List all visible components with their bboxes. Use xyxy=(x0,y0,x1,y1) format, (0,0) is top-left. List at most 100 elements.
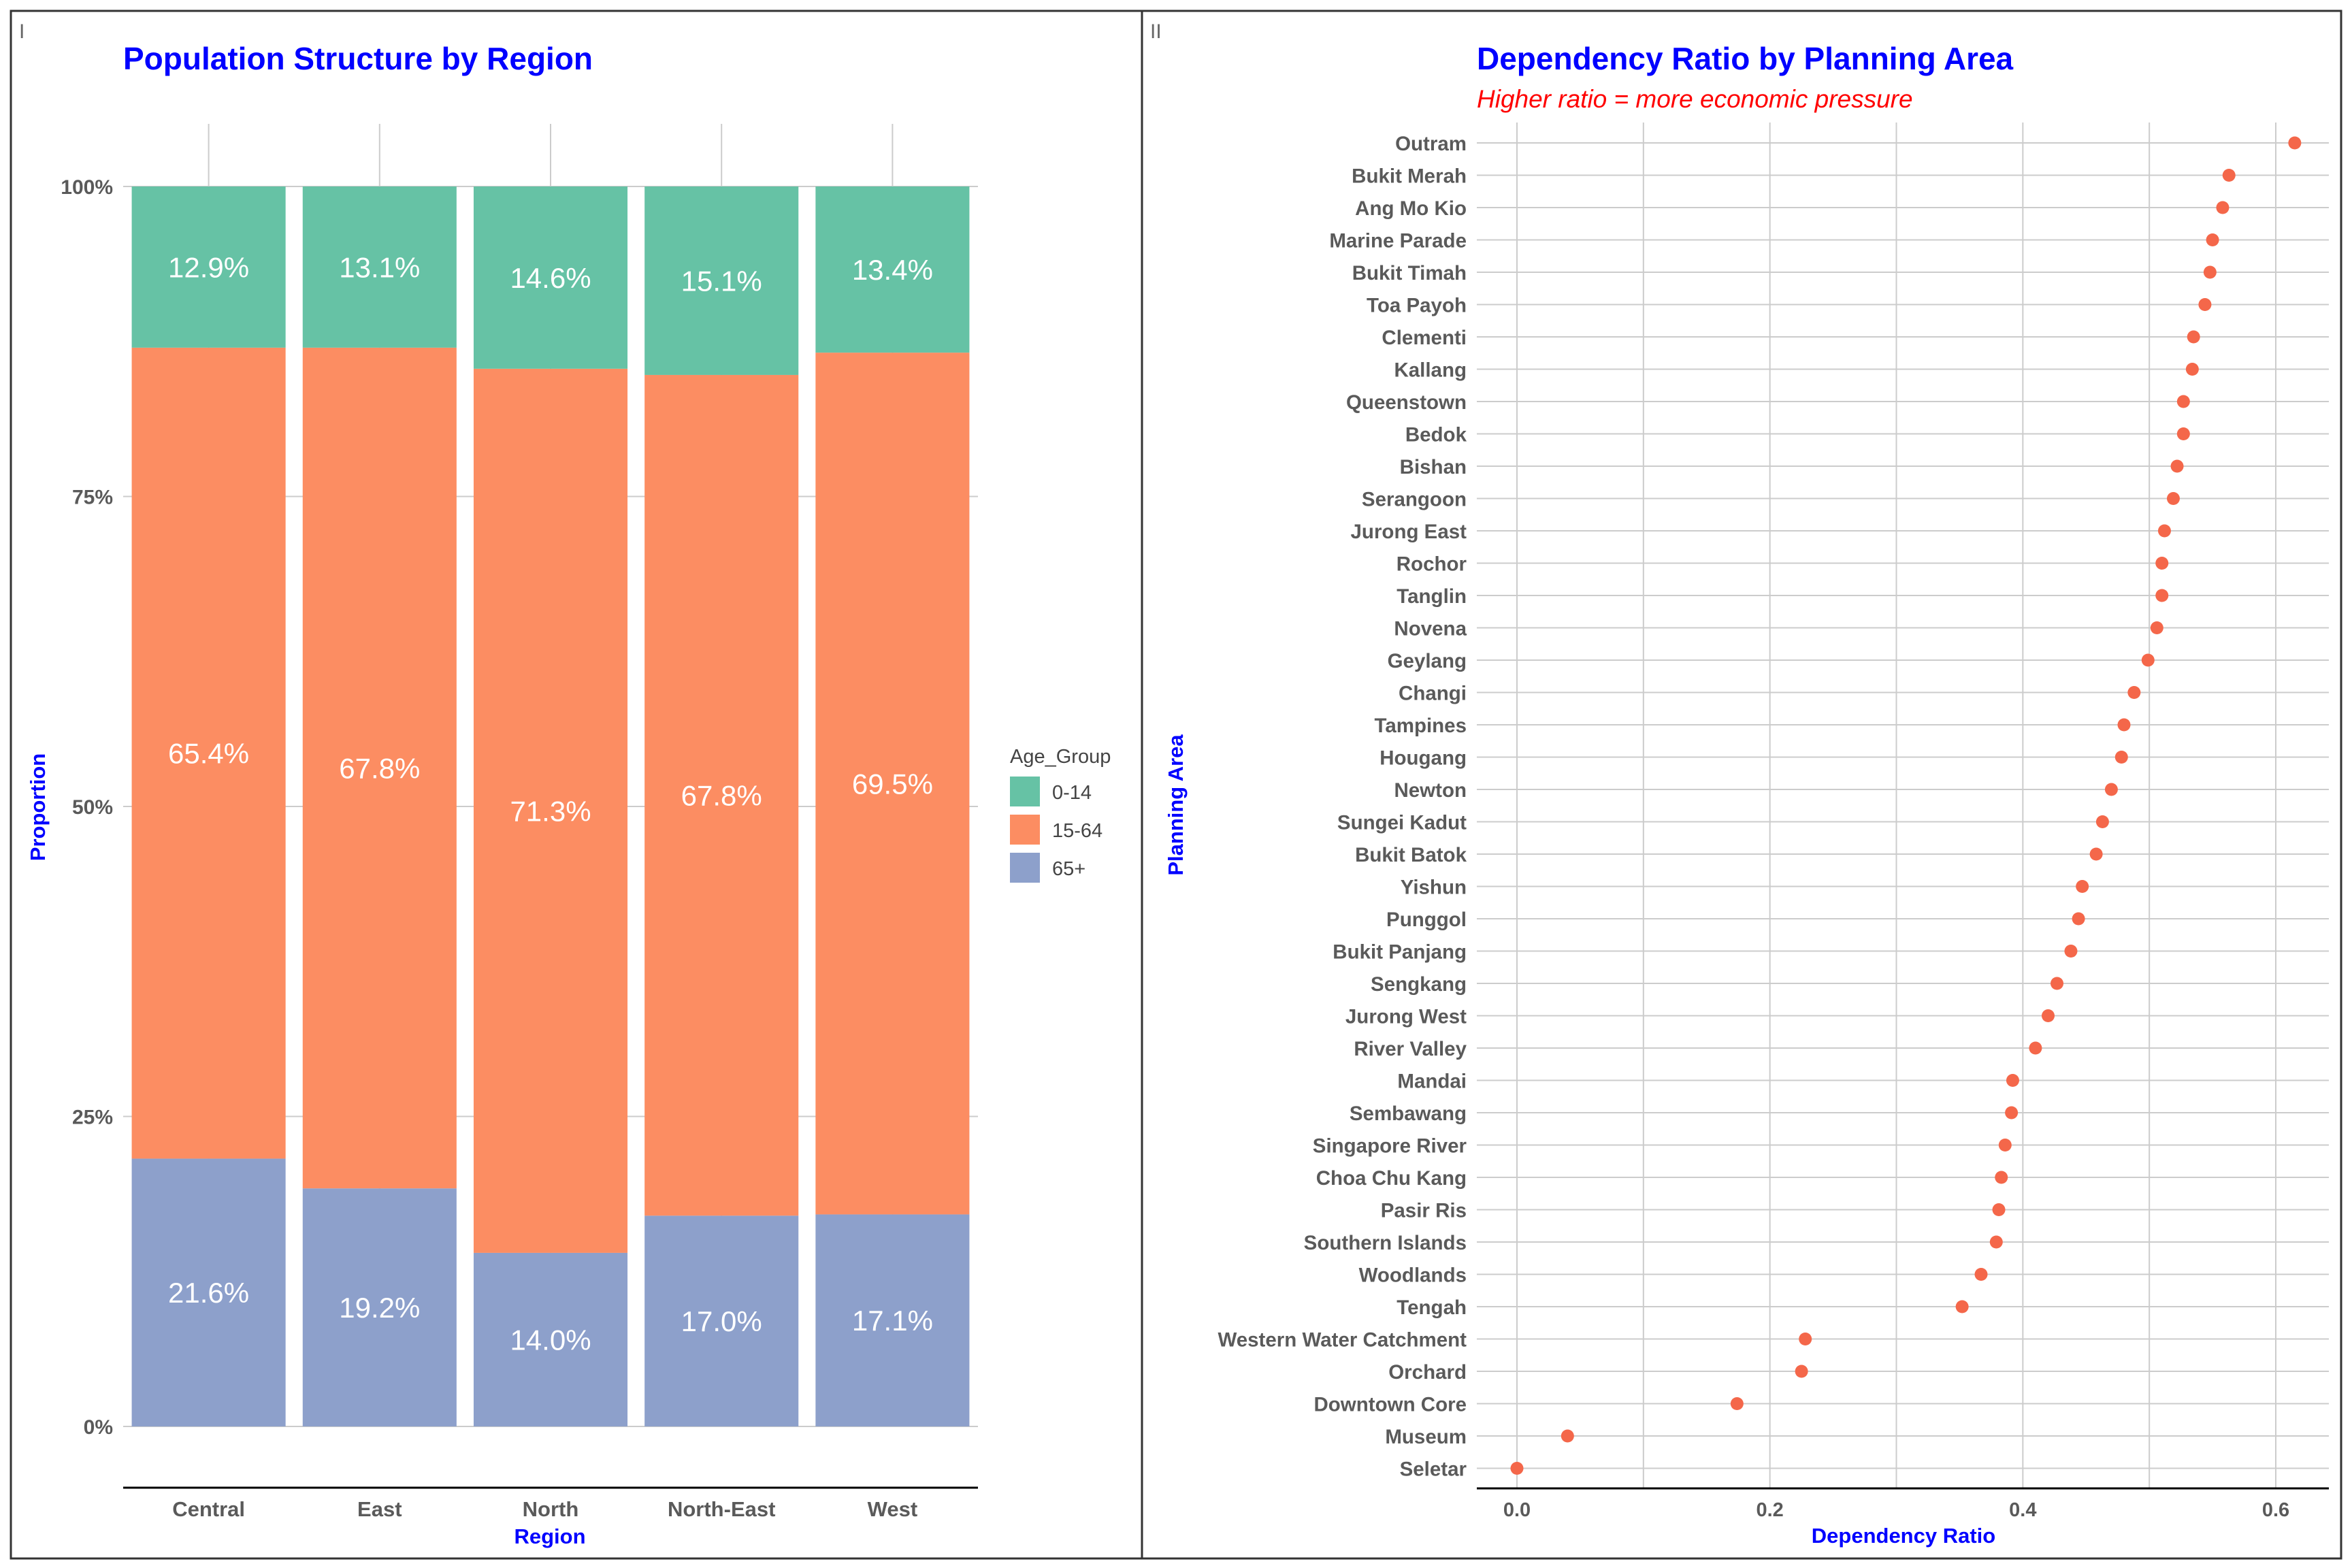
y-tick-label: Hougang xyxy=(1379,747,1467,770)
y-tick-label: River Valley xyxy=(1354,1038,1467,1060)
y-tick-label: Mandai xyxy=(1397,1071,1467,1093)
point-tanglin xyxy=(2155,589,2169,602)
point-western-water-catchment xyxy=(1799,1333,1812,1345)
point-toa-payoh xyxy=(2198,298,2212,311)
y-tick-label: Serangoon xyxy=(1362,489,1467,511)
y-tick-label: Novena xyxy=(1394,618,1467,640)
data-label-north-0-14: 14.6% xyxy=(510,262,591,294)
y-tick-label: Sungei Kadut xyxy=(1337,812,1467,834)
x-tick-label: West xyxy=(868,1497,918,1521)
point-mandai xyxy=(2006,1074,2019,1087)
panel-population-structure: I Population Structure by Region 21.6% 65… xyxy=(10,10,1143,1560)
y-axis-ticks: Outram Bukit Merah Ang Mo Kio Marine Parade… xyxy=(1218,133,1467,1481)
data-label-north-east-15-64: 67.8% xyxy=(681,780,762,812)
y-tick-label: Bishan xyxy=(1400,456,1467,478)
y-tick-label: 50% xyxy=(72,796,113,819)
stacked-bars xyxy=(131,186,970,1426)
x-tick-label: 0.2 xyxy=(1757,1499,1784,1521)
bar-north-0-14 xyxy=(473,186,628,369)
point-sungei-kadut xyxy=(2095,815,2109,828)
legend: Age_Group 0-14 15-64 65+ xyxy=(1010,746,1111,883)
y-tick-label: Orchard xyxy=(1388,1361,1467,1384)
bar-west-15-64 xyxy=(815,353,970,1215)
point-rochor xyxy=(2155,557,2169,570)
point-sembawang xyxy=(2005,1106,2019,1120)
point-museum xyxy=(1561,1429,1574,1443)
data-label-central-0-14: 12.9% xyxy=(168,251,249,283)
y-tick-label: Museum xyxy=(1385,1426,1467,1448)
x-tick-label: East xyxy=(357,1497,402,1521)
point-changi xyxy=(2127,686,2141,699)
y-tick-label: 75% xyxy=(72,487,113,509)
point-marine-parade xyxy=(2206,233,2219,246)
bar-central-0-14 xyxy=(131,186,286,348)
x-axis-title: Dependency Ratio xyxy=(1812,1524,1995,1548)
bar-east-15-64 xyxy=(302,347,457,1189)
chart-title: Dependency Ratio by Planning Area xyxy=(1477,41,2014,76)
bar-central-65 xyxy=(131,1158,286,1426)
point-bukit-panjang xyxy=(2064,945,2078,958)
point-singapore-river xyxy=(1998,1139,2012,1152)
legend-title: Age_Group xyxy=(1010,746,1111,768)
bar-north-east-65 xyxy=(644,1215,799,1426)
point-choa-chu-kang xyxy=(1995,1171,2008,1184)
legend-swatch-65 xyxy=(1010,853,1040,883)
point-newton xyxy=(2104,783,2118,796)
data-label-west-15-64: 69.5% xyxy=(852,768,933,800)
data-label-central-15-64: 65.4% xyxy=(168,738,249,770)
y-tick-label: Jurong West xyxy=(1345,1006,1467,1028)
y-tick-label: Bedok xyxy=(1405,424,1467,446)
y-tick-label: Tengah xyxy=(1396,1296,1467,1319)
bar-north-65 xyxy=(473,1252,628,1426)
chart-title: Population Structure by Region xyxy=(123,41,593,76)
point-bedok xyxy=(2176,427,2190,440)
legend-label-15-64: 15-64 xyxy=(1052,820,1102,842)
point-tengah xyxy=(1955,1300,1969,1313)
y-tick-label: Bukit Panjang xyxy=(1333,941,1467,964)
panel-ii-tag: II xyxy=(1150,20,1162,43)
y-tick-label: Singapore River xyxy=(1313,1135,1467,1158)
bar-east-0-14 xyxy=(302,186,457,348)
data-label-north-east-0-14: 15.1% xyxy=(681,265,762,297)
y-tick-label: Clementi xyxy=(1382,327,1467,349)
y-tick-label: Newton xyxy=(1394,779,1467,802)
y-tick-label: Geylang xyxy=(1388,650,1467,672)
data-label-north-east-65: 17.0% xyxy=(681,1305,762,1337)
data-label-east-65: 19.2% xyxy=(339,1292,420,1324)
legend-swatch-0-14 xyxy=(1010,777,1040,806)
y-axis-title: Proportion xyxy=(26,753,50,861)
point-outram xyxy=(2288,136,2302,150)
bar-north-15-64 xyxy=(473,368,628,1253)
y-tick-label: Marine Parade xyxy=(1329,230,1467,252)
bar-east-65 xyxy=(302,1188,457,1426)
point-bukit-merah xyxy=(2222,169,2236,182)
y-tick-label: Woodlands xyxy=(1359,1264,1467,1287)
data-label-west-0-14: 13.4% xyxy=(852,254,933,286)
y-tick-label: Ang Mo Kio xyxy=(1355,197,1467,220)
data-label-east-0-14: 13.1% xyxy=(339,251,420,283)
y-axis-ticks: 0% 25% 50% 75% 100% xyxy=(61,176,113,1439)
bar-north-east-0-14 xyxy=(644,186,799,375)
x-axis-ticks: 0.0 0.2 0.4 0.6 xyxy=(1503,1499,2289,1521)
legend-items: 0-14 15-64 65+ xyxy=(1010,777,1102,883)
point-orchard xyxy=(1795,1365,1808,1378)
x-tick-label: 0.6 xyxy=(2262,1499,2289,1521)
panel-ii-border xyxy=(1141,10,2342,1560)
data-label-north-65: 14.0% xyxy=(510,1324,591,1356)
point-geylang xyxy=(2141,653,2155,667)
bar-west-65 xyxy=(815,1214,970,1426)
point-bukit-batok xyxy=(2089,847,2103,861)
y-tick-label: Tanglin xyxy=(1396,585,1467,608)
point-sengkang xyxy=(2051,977,2064,990)
y-tick-label: Sengkang xyxy=(1371,973,1467,996)
point-punggol xyxy=(2072,912,2085,926)
point-seletar xyxy=(1510,1462,1524,1475)
point-ang-mo-kio xyxy=(2216,201,2230,214)
data-label-central-65: 21.6% xyxy=(168,1277,249,1309)
y-tick-label: Bukit Batok xyxy=(1355,844,1467,866)
data-labels: 21.6% 65.4% 12.9% 19.2% 67.8% 13.1% 14.0% 71.3%… xyxy=(168,251,933,1356)
point-hougang xyxy=(2114,751,2128,764)
legend-swatch-15-64 xyxy=(1010,815,1040,845)
gridlines xyxy=(1477,122,2329,1488)
